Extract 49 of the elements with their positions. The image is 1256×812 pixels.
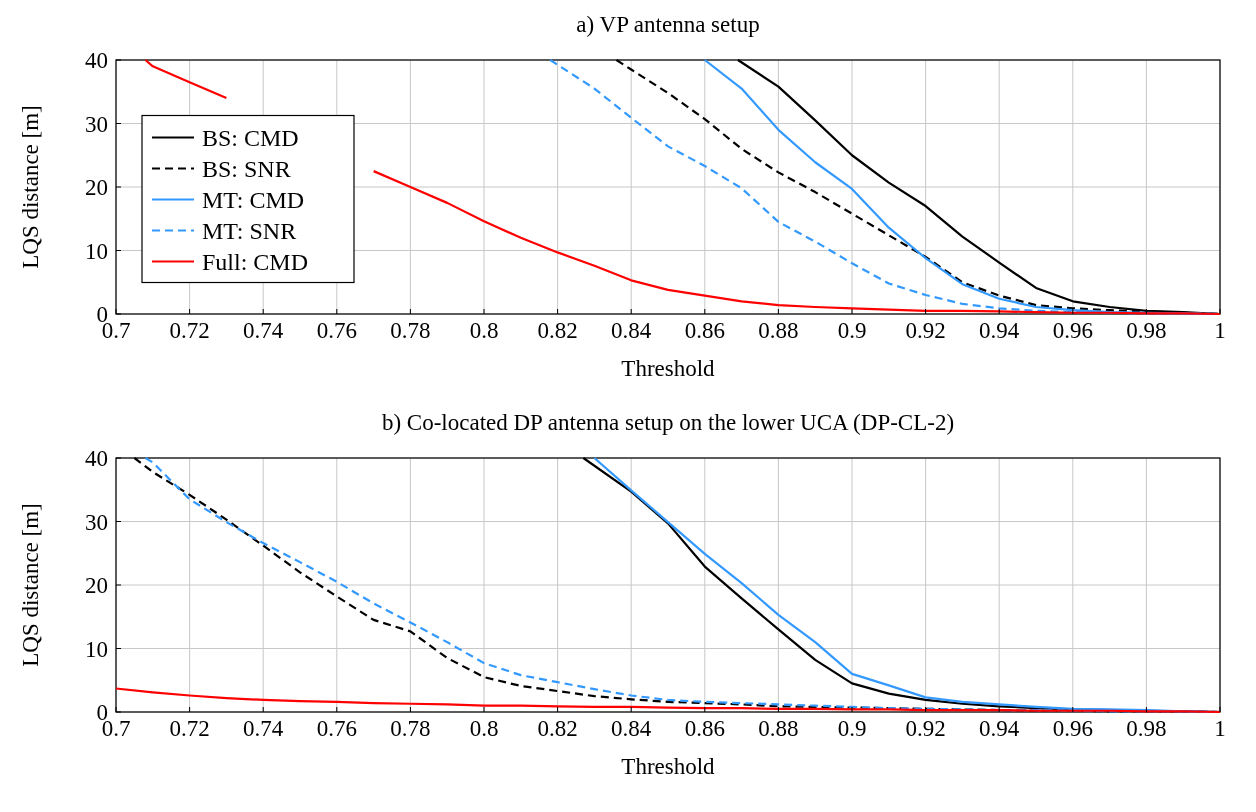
legend-label: BS: CMD bbox=[202, 124, 299, 151]
legend-label: MT: CMD bbox=[202, 186, 305, 213]
y-tick-label: 10 bbox=[85, 238, 108, 264]
x-tick-label: 0.8 bbox=[469, 716, 499, 741]
y-tick-label: 30 bbox=[85, 111, 108, 137]
y-tick-label: 20 bbox=[85, 573, 108, 599]
x-tick-label: 0.72 bbox=[169, 716, 210, 741]
x-tick-label: 0.78 bbox=[390, 716, 431, 741]
x-tick-label: 0.78 bbox=[390, 318, 431, 343]
x-tick-label: 0.76 bbox=[316, 716, 357, 741]
x-tick-label: 1 bbox=[1214, 318, 1226, 343]
x-tick-label: 0.88 bbox=[758, 716, 799, 741]
x-tick-label: 0.88 bbox=[758, 318, 799, 343]
x-axis-title: Threshold bbox=[621, 356, 716, 381]
y-axis-title: LQS distance [m] bbox=[18, 105, 43, 269]
x-tick-label: 0.98 bbox=[1126, 716, 1167, 741]
chart-title: b) Co-located DP antenna setup on the lower UCA (DP-CL-2) bbox=[381, 410, 955, 435]
y-axis-title: LQS distance [m] bbox=[18, 503, 43, 667]
x-tick-label: 0.9 bbox=[837, 716, 867, 741]
y-tick-label: 30 bbox=[85, 509, 108, 535]
x-tick-label: 0.82 bbox=[537, 318, 578, 343]
x-tick-label: 0.86 bbox=[684, 716, 725, 741]
x-tick-label: 0.94 bbox=[979, 716, 1020, 741]
x-tick-label: 0.86 bbox=[684, 318, 725, 343]
x-tick-label: 0.84 bbox=[611, 318, 652, 343]
x-tick-label: 0.94 bbox=[979, 318, 1020, 343]
x-tick-label: 0.92 bbox=[905, 716, 946, 741]
x-tick-label: 0.8 bbox=[469, 318, 499, 343]
x-tick-label: 0.72 bbox=[169, 318, 210, 343]
x-tick-label: 0.96 bbox=[1052, 716, 1093, 741]
x-tick-label: 0.96 bbox=[1052, 318, 1093, 343]
x-tick-label: 0.9 bbox=[837, 318, 867, 343]
y-tick-label: 20 bbox=[85, 175, 108, 201]
x-axis-title: Threshold bbox=[621, 754, 716, 779]
x-tick-label: 0.76 bbox=[316, 318, 357, 343]
x-tick-label: 1 bbox=[1214, 716, 1226, 741]
x-tick-label: 0.82 bbox=[537, 716, 578, 741]
y-tick-label: 40 bbox=[85, 446, 108, 472]
x-tick-label: 0.92 bbox=[905, 318, 946, 343]
x-tick-label: 0.74 bbox=[243, 716, 284, 741]
x-tick-label: 0.84 bbox=[611, 716, 652, 741]
legend-label: MT: SNR bbox=[202, 217, 297, 244]
legend-label: Full: CMD bbox=[202, 248, 309, 275]
legend-label: BS: SNR bbox=[202, 155, 291, 182]
x-tick-label: 0.74 bbox=[243, 318, 284, 343]
y-tick-label: 10 bbox=[85, 636, 108, 662]
chart-title: a) VP antenna setup bbox=[576, 12, 760, 37]
x-tick-label: 0.98 bbox=[1126, 318, 1167, 343]
y-tick-label: 40 bbox=[85, 48, 108, 74]
